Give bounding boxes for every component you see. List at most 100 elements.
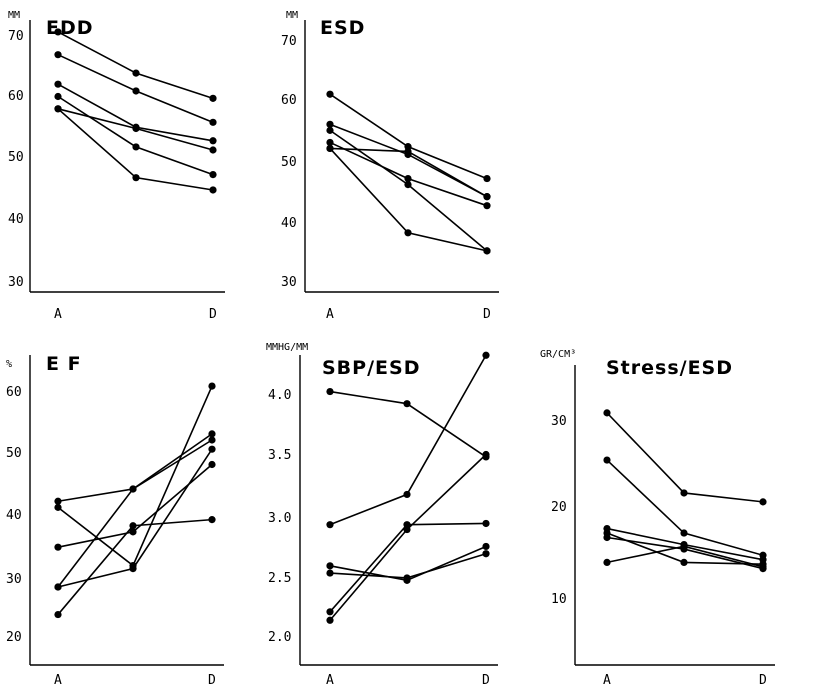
x-tick-label: D [759, 673, 767, 687]
data-point [603, 409, 611, 417]
x-tick-label: A [326, 673, 334, 687]
data-point [326, 569, 334, 577]
data-point [326, 126, 334, 134]
data-point [326, 608, 334, 616]
data-point [326, 90, 334, 98]
data-point [326, 144, 334, 153]
data-point [403, 490, 411, 499]
x-tick-label: D [208, 673, 216, 687]
data-point [129, 485, 137, 493]
y-unit-label: MM [8, 10, 20, 21]
data-point [326, 616, 334, 624]
y-tick-label: 30 [551, 414, 567, 429]
data-point [404, 229, 412, 237]
chart-panel-stress-esd: Stress/ESD GR/CM³ 30 20 10 A D [540, 349, 775, 687]
x-tick-label: A [603, 673, 611, 687]
y-tick-label: 20 [6, 630, 22, 645]
y-tick-label: 2.5 [268, 571, 291, 586]
y-tick-label: 70 [281, 34, 297, 49]
series-line [329, 522, 487, 613]
data-point [404, 174, 412, 183]
x-tick-label: D [483, 307, 491, 322]
y-unit-label: MMHG/MM [266, 342, 308, 353]
chart-panel-e-f: E F% 60 50 40 30 20 A D [6, 353, 224, 687]
x-tick-label: A [326, 307, 334, 322]
data-point [132, 143, 140, 151]
y-tick-label: 3.5 [268, 448, 291, 463]
data-point [132, 69, 140, 77]
x-tick-label: A [54, 673, 62, 687]
y-tick-label: 4.0 [268, 388, 291, 403]
chart-panel-esd: ESD MM 70 60 50 40 30 A D [281, 10, 499, 322]
data-point [403, 574, 411, 582]
data-point [208, 516, 216, 524]
y-tick-label: 40 [281, 216, 297, 231]
data-point [403, 525, 411, 534]
x-tick-label: D [209, 307, 217, 322]
data-point [326, 562, 334, 570]
data-point [759, 563, 767, 571]
data-point [483, 247, 491, 255]
data-point [209, 146, 217, 154]
data-point [326, 138, 334, 147]
y-tick-label: 50 [8, 150, 24, 165]
data-point [208, 436, 216, 444]
y-tick-label: 2.0 [268, 630, 291, 645]
y-tick-label: 40 [6, 508, 22, 523]
y-tick-label: 40 [8, 212, 24, 227]
data-point [129, 528, 137, 536]
series-line [57, 385, 213, 567]
data-point [54, 503, 62, 511]
data-point [54, 51, 62, 59]
data-point [132, 87, 140, 95]
y-unit-label: MM [286, 10, 298, 21]
data-point [54, 497, 62, 505]
series-line [329, 453, 487, 621]
chart-title: E F [46, 353, 82, 375]
data-point [403, 400, 411, 408]
data-point [680, 529, 688, 537]
data-point [54, 105, 62, 113]
chart-title: ESD [320, 17, 365, 39]
data-point [54, 28, 62, 36]
y-tick-label: 10 [551, 592, 567, 607]
data-point [54, 583, 62, 591]
chart-title: SBP/ESD [322, 357, 420, 379]
data-point [482, 351, 490, 359]
data-point [483, 193, 491, 201]
y-tick-label: 30 [6, 572, 22, 587]
data-point [680, 489, 688, 497]
data-point [404, 147, 412, 156]
data-point [132, 124, 140, 133]
data-point [759, 498, 767, 506]
data-point [54, 92, 62, 101]
data-point [54, 543, 62, 551]
data-point [603, 456, 611, 464]
data-point [326, 387, 334, 396]
y-tick-label: 70 [8, 29, 24, 44]
data-point [483, 174, 491, 183]
y-unit-label: GR/CM³ [540, 349, 576, 360]
y-tick-label: 30 [281, 275, 297, 290]
data-point [482, 550, 490, 558]
chart-title: EDD [46, 17, 94, 39]
data-point [54, 610, 62, 619]
y-tick-label: 20 [551, 500, 567, 515]
data-point [326, 120, 334, 128]
y-tick-label: 60 [6, 385, 22, 400]
y-tick-label: 30 [8, 275, 24, 290]
data-point [483, 202, 491, 210]
series-line [57, 95, 214, 176]
data-point [603, 533, 611, 542]
x-tick-label: A [54, 307, 62, 322]
data-point [209, 137, 217, 145]
series-line [329, 93, 488, 180]
data-point [209, 94, 217, 102]
data-point [54, 80, 62, 88]
y-tick-label: 50 [6, 446, 22, 461]
data-point [132, 174, 140, 182]
chart-title: Stress/ESD [606, 357, 733, 379]
data-point [326, 521, 334, 529]
data-point [482, 542, 490, 551]
